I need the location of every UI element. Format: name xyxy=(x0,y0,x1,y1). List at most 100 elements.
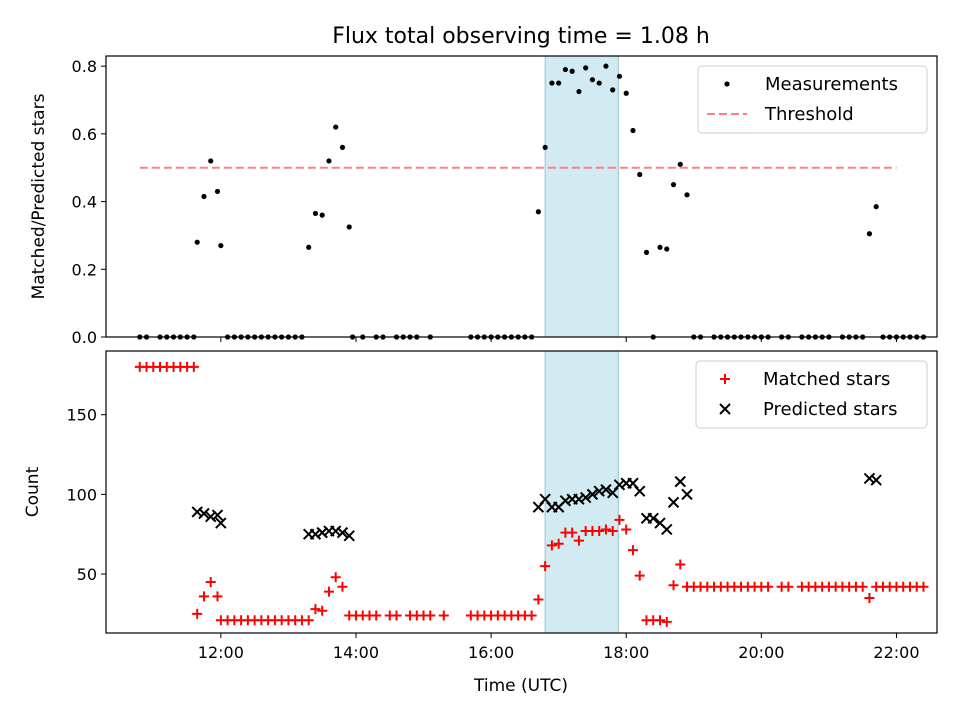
measurement-point xyxy=(214,188,221,195)
matched-star-point xyxy=(323,586,334,597)
y-tick-label: 0.2 xyxy=(72,260,97,279)
x-tick-label: 16:00 xyxy=(468,643,514,662)
predicted-star-point xyxy=(579,491,592,504)
legend: Matched stars Predicted stars xyxy=(695,360,928,429)
matched-star-point xyxy=(533,594,544,605)
matched-star-point xyxy=(567,527,578,538)
predicted-star-point xyxy=(191,506,203,518)
matched-star-point xyxy=(621,524,632,535)
y-tick-label: 100 xyxy=(66,485,97,504)
y-axis-label: Count xyxy=(23,466,43,517)
matched-star-point xyxy=(438,610,449,621)
measurement-point xyxy=(630,127,636,134)
matched-star-point xyxy=(864,592,875,603)
measurement-point xyxy=(589,77,596,83)
matched-star-point xyxy=(526,610,537,621)
legend-label: Matched stars xyxy=(763,369,890,390)
ratio-panel: 0.0 0.2 0.4 0.6 0.8 Matched/Predicted stars Me… xyxy=(29,55,938,347)
predicted-star-point xyxy=(215,517,227,529)
measurement-point xyxy=(583,65,589,71)
predicted-star-point xyxy=(309,528,322,540)
measurement-point xyxy=(596,80,602,86)
matched-star-point xyxy=(675,559,686,570)
measurement-point xyxy=(610,87,616,93)
measurement-point xyxy=(326,158,332,164)
matched-star-point xyxy=(317,605,328,616)
legend-box xyxy=(697,65,928,134)
y-tick-label: 0.4 xyxy=(72,193,97,212)
predicted-star-point xyxy=(600,483,612,496)
legend-marker xyxy=(719,403,731,415)
predicted-star-point xyxy=(343,530,355,542)
predicted-star-point xyxy=(316,526,328,539)
y-axis-label: Matched/Predicted stars xyxy=(29,93,49,299)
predicted-star-point xyxy=(870,474,882,486)
matched-star-point xyxy=(594,526,605,537)
predicted-star-point xyxy=(593,485,605,497)
measurement-point xyxy=(556,80,562,86)
plot-frame xyxy=(105,350,938,634)
matched-star-point xyxy=(391,610,402,621)
legend-marker xyxy=(724,81,730,87)
measurement-point xyxy=(684,192,690,198)
y-tick-label: 50 xyxy=(77,565,97,584)
legend-marker xyxy=(720,374,730,384)
matched-star-point xyxy=(425,610,436,621)
matched-star-point xyxy=(763,581,774,592)
matched-star-point xyxy=(540,561,551,572)
legend: Measurements Threshold xyxy=(697,65,928,134)
predicted-star-point xyxy=(573,493,585,505)
count-panel: 50 100 150 12:00 14:00 16:00 18:00 20:00 22:00 Co… xyxy=(23,350,938,662)
series-matched-stars xyxy=(134,361,929,627)
predicted-star-point xyxy=(661,523,673,536)
plot-frame xyxy=(105,55,938,338)
matched-star-point xyxy=(655,615,665,626)
matched-star-point xyxy=(600,524,611,535)
measurement-point xyxy=(562,66,569,73)
measurement-point xyxy=(866,231,873,237)
matched-star-point xyxy=(607,526,618,537)
predicted-star-point xyxy=(681,488,693,501)
measurement-point xyxy=(333,124,339,130)
highlight-span xyxy=(544,55,619,338)
legend-label: Measurements xyxy=(765,74,898,95)
matched-star-point xyxy=(634,570,645,581)
measurement-point xyxy=(218,242,224,249)
measurement-point xyxy=(194,239,200,245)
x-tick-label: 12:00 xyxy=(198,643,244,662)
series-predicted-stars xyxy=(191,472,882,542)
measurement-point xyxy=(542,144,548,151)
y-tick-label: 0.6 xyxy=(72,125,97,144)
matched-star-point xyxy=(553,538,564,549)
matched-star-point xyxy=(573,535,584,546)
matched-star-point xyxy=(212,591,223,602)
predicted-star-point xyxy=(667,496,680,509)
legend-label: Predicted stars xyxy=(763,399,897,420)
measurement-point xyxy=(208,158,214,164)
predicted-star-point xyxy=(613,479,626,491)
matched-star-point xyxy=(198,591,209,602)
measurement-point xyxy=(576,88,582,95)
measurement-point xyxy=(549,80,555,86)
predicted-star-point xyxy=(329,525,342,537)
predicted-star-point xyxy=(211,509,224,521)
measurement-point xyxy=(201,193,207,200)
predicted-star-point xyxy=(863,472,876,485)
legend-label: Threshold xyxy=(764,104,854,125)
x-tick-label: 20:00 xyxy=(738,643,784,662)
matched-star-point xyxy=(303,615,314,626)
chart-title: Flux total observing time = 1.08 h xyxy=(332,24,710,49)
x-tick-label: 22:00 xyxy=(873,643,919,662)
measurement-point xyxy=(664,246,670,252)
predicted-star-point xyxy=(205,510,217,523)
matched-star-point xyxy=(614,514,625,525)
measurement-point xyxy=(677,161,683,167)
highlight-span xyxy=(544,350,619,634)
measurement-point xyxy=(312,210,319,217)
measurement-point xyxy=(616,73,623,79)
matched-star-point xyxy=(661,616,672,627)
measurement-point xyxy=(657,244,663,250)
measurement-point xyxy=(535,209,541,215)
matched-star-point xyxy=(192,608,203,619)
